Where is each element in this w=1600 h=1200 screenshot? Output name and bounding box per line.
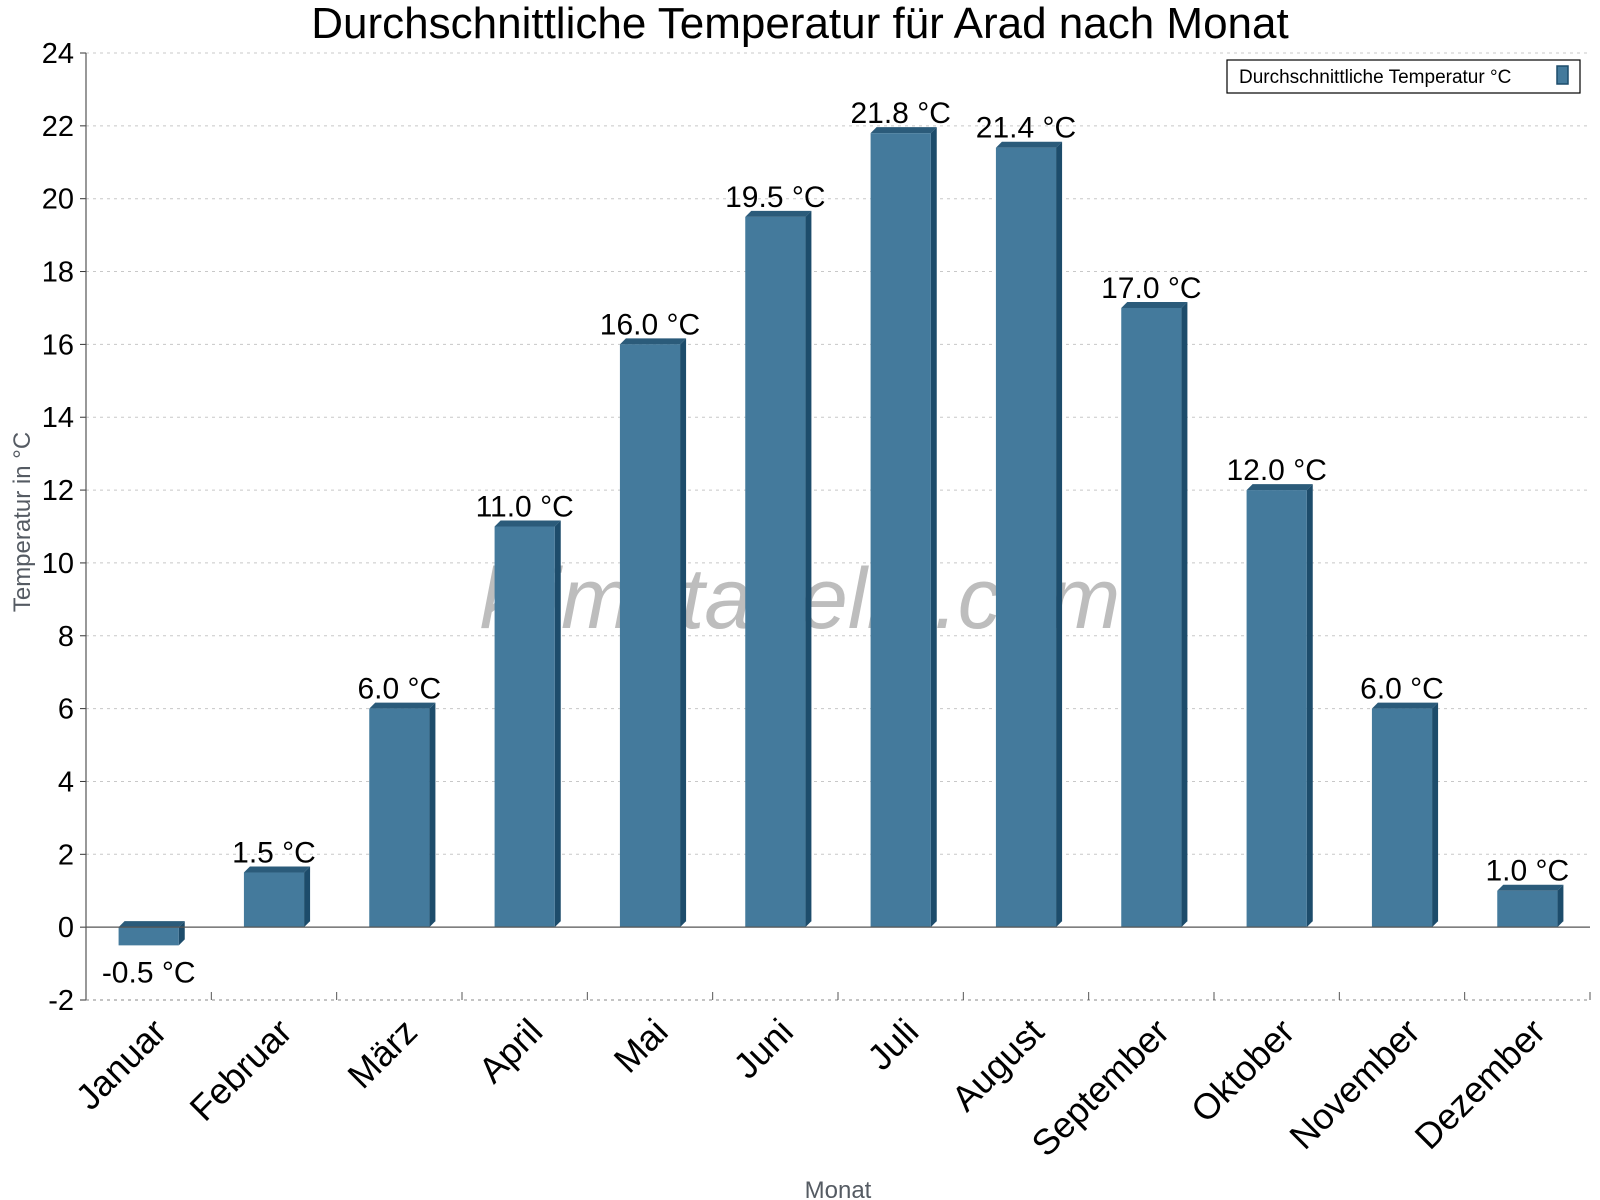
bar-value-label: 21.8 °C xyxy=(850,97,950,130)
bar-top xyxy=(995,141,1063,148)
y-tick-label: -2 xyxy=(48,985,74,1017)
bar-top xyxy=(369,702,436,709)
bar-1 xyxy=(118,921,185,946)
bar-face xyxy=(118,927,179,946)
bar-value-label: -0.5 °C xyxy=(102,956,196,989)
y-tick-label: 20 xyxy=(42,184,74,216)
bar-value-label: 6.0 °C xyxy=(1360,673,1444,706)
x-tick-label: Mai xyxy=(606,1011,676,1081)
legend-swatch xyxy=(1556,65,1569,85)
bar-side xyxy=(1056,141,1063,928)
bar-3 xyxy=(369,702,436,928)
bar-top xyxy=(870,127,937,134)
bar-value-label: 17.0 °C xyxy=(1101,272,1201,305)
x-tick-label: Dezember xyxy=(1407,1011,1553,1157)
bar-value-label: 1.0 °C xyxy=(1485,855,1569,888)
bar-side xyxy=(1306,484,1313,928)
bar-side xyxy=(304,866,311,928)
bar-top xyxy=(619,338,687,345)
bar-top xyxy=(745,210,812,217)
bar-8 xyxy=(995,141,1063,928)
x-tick-label: Juni xyxy=(725,1011,801,1087)
x-tick-label: August xyxy=(943,1011,1051,1119)
bar-side xyxy=(554,520,561,928)
bar-value-label: 19.5 °C xyxy=(725,181,825,214)
bars: -0.5 °C 1.5 °C 6.0 °C 11.0 °C 16.0 °C 19.5 °C… xyxy=(102,97,1569,989)
bar-2 xyxy=(243,866,311,928)
legend: Durchschnittliche Temperatur °C xyxy=(1226,59,1581,94)
bar-face xyxy=(1121,307,1182,928)
x-tick-label: Februar xyxy=(182,1011,300,1129)
bar-10 xyxy=(1246,484,1313,928)
y-tick-label: 6 xyxy=(58,694,74,726)
bar-face xyxy=(1246,490,1307,928)
bar-value-label: 6.0 °C xyxy=(357,673,441,706)
bar-side xyxy=(930,127,937,928)
y-tick-label: 0 xyxy=(58,912,74,944)
y-tick-label: 2 xyxy=(58,839,74,871)
y-tick-label: 4 xyxy=(58,766,74,798)
bar-face xyxy=(1497,890,1558,928)
legend-label: Durchschnittliche Temperatur °C xyxy=(1239,67,1511,88)
x-axis-title: Monat xyxy=(805,1177,872,1200)
bar-value-label: 12.0 °C xyxy=(1226,454,1326,487)
y-axis-title: Temperatur in °C xyxy=(9,432,36,612)
bar-5 xyxy=(619,338,687,928)
bar-11 xyxy=(1371,702,1439,928)
bar-top xyxy=(243,866,311,873)
bar-face xyxy=(995,147,1057,928)
x-tick-label: April xyxy=(470,1011,550,1091)
bar-top xyxy=(1371,702,1439,709)
bar-face xyxy=(619,344,681,928)
bar-4 xyxy=(494,520,561,928)
bar-top xyxy=(494,520,561,527)
bar-face xyxy=(870,133,931,928)
bar-top xyxy=(1246,484,1313,491)
chart-title: Durchschnittliche Temperatur für Arad na… xyxy=(311,0,1288,48)
bar-side xyxy=(680,338,687,928)
y-tick-label: 8 xyxy=(58,621,74,653)
bar-9 xyxy=(1121,301,1188,928)
y-tick-label: 18 xyxy=(42,257,74,289)
x-tick-label: Juli xyxy=(859,1011,926,1078)
y-tick-label: 22 xyxy=(42,111,74,143)
y-tick-label: 12 xyxy=(42,475,74,507)
bar-7 xyxy=(870,127,937,928)
bar-side xyxy=(1432,702,1439,928)
bar-top xyxy=(1121,301,1188,308)
bar-value-label: 16.0 °C xyxy=(600,308,700,341)
bar-face xyxy=(243,872,305,928)
bar-value-label: 1.5 °C xyxy=(232,837,316,870)
y-tick-label: 10 xyxy=(42,548,74,580)
bar-side xyxy=(805,210,812,928)
x-tick-label: Oktober xyxy=(1183,1011,1303,1131)
bar-side xyxy=(429,702,436,928)
bar-top xyxy=(1497,884,1564,891)
grid xyxy=(86,52,1590,855)
bar-face xyxy=(745,216,806,928)
bar-face xyxy=(494,526,555,928)
bar-value-label: 11.0 °C xyxy=(476,491,574,524)
legend-box xyxy=(1226,59,1581,94)
y-tick-label: 14 xyxy=(42,402,74,434)
bar-side xyxy=(1557,884,1564,928)
x-tick-label: September xyxy=(1023,1011,1177,1165)
bar-value-label: 21.4 °C xyxy=(976,112,1076,145)
bar-face xyxy=(369,708,430,928)
bar-top xyxy=(118,921,185,928)
bar-side xyxy=(1181,301,1188,928)
bar-12 xyxy=(1497,884,1564,928)
x-tick-label: November xyxy=(1281,1011,1427,1157)
bar-face xyxy=(1371,708,1433,928)
x-tick-label: März xyxy=(339,1011,425,1097)
x-tick-label: Januar xyxy=(67,1011,174,1118)
bar-6 xyxy=(745,210,812,928)
y-tick-label: 16 xyxy=(42,329,74,361)
y-tick-label: 24 xyxy=(42,38,74,70)
